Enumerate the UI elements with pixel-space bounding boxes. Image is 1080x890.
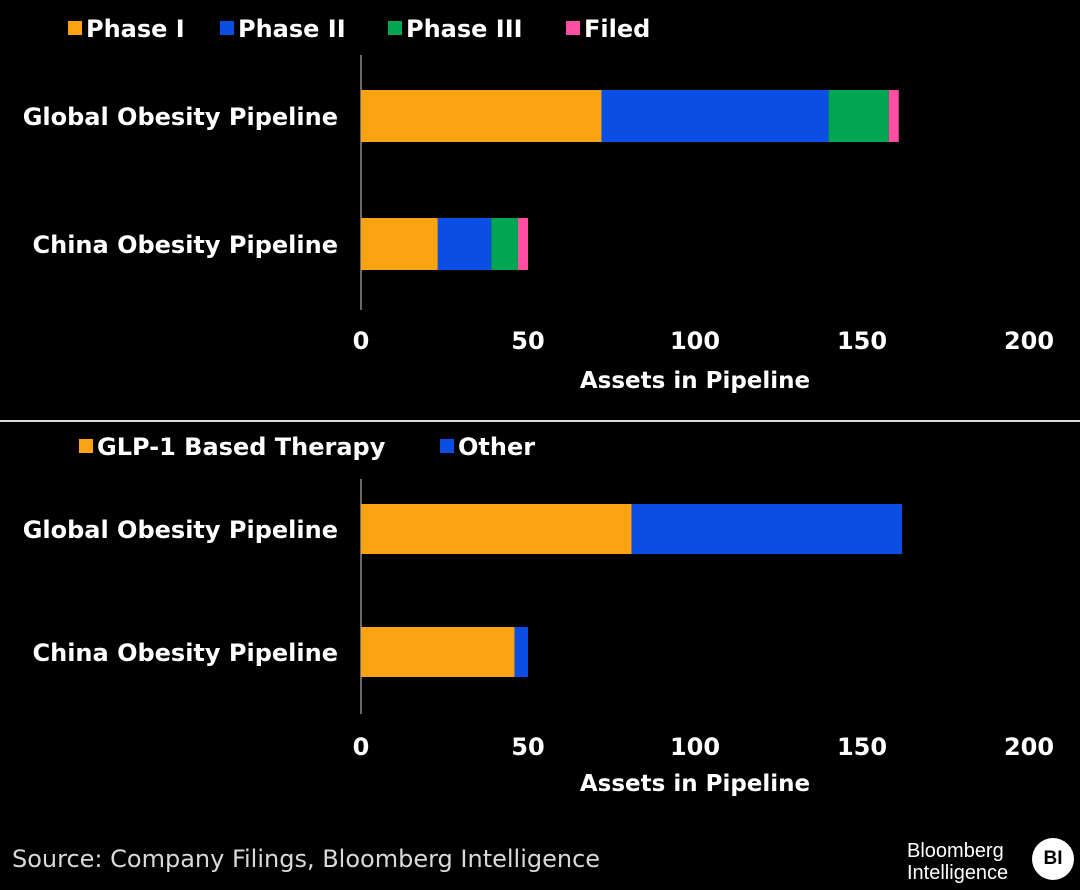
x-tick-label: 0 [353,733,370,761]
x-tick-label: 100 [670,733,720,761]
bar-phase-i-china-obesity-pipeline [361,218,438,270]
x-tick-label: 200 [1004,327,1054,355]
legend-label: Phase I [86,15,185,43]
legend-swatch [68,21,82,35]
bar-glp-1-based-therapy-china-obesity-pipeline [361,627,515,677]
bar-filed-global-obesity-pipeline [888,90,899,142]
legend-swatch [220,21,234,35]
legend-item-phase-iii: Phase III [388,15,523,43]
panel-divider [0,420,1080,422]
legend-swatch [566,21,580,35]
phase-chart: Phase I Phase II Phase III Filed Global Obes… [23,15,1054,394]
x-tick-label: 50 [511,733,544,761]
bloomberg-intelligence-logo: Bloomberg Intelligence BI [907,838,1077,886]
bar-other-global-obesity-pipeline [631,504,903,554]
legend-label: Other [458,433,535,461]
bar-phase-iii-china-obesity-pipeline [491,218,518,270]
legend-label: Phase III [406,15,523,43]
category-label: China Obesity Pipeline [33,231,339,259]
legend-swatch [440,439,454,453]
x-axis-title: Assets in Pipeline [580,771,810,797]
legend-item-filed: Filed [566,15,650,43]
legend-item-phase-ii: Phase II [220,15,346,43]
category-label: Global Obesity Pipeline [23,516,338,544]
legend-label: GLP-1 Based Therapy [97,433,386,461]
legend-swatch [388,21,402,35]
x-tick-label: 0 [353,327,370,355]
legend-label: Filed [584,15,650,43]
bar-filed-china-obesity-pipeline [517,218,528,270]
legend-swatch [79,439,93,453]
bar-phase-iii-global-obesity-pipeline [828,90,889,142]
brand-line-1: Bloomberg [907,840,1004,862]
legend-item-glp-1-based-therapy: GLP-1 Based Therapy [79,433,386,461]
x-axis-title: Assets in Pipeline [580,368,810,394]
bi-badge-icon: BI [1032,838,1074,880]
therapy-chart-panel: GLP-1 Based Therapy Other Global Obesity P… [0,422,1080,832]
x-tick-label: 100 [670,327,720,355]
x-tick-label: 50 [511,327,544,355]
x-tick-label: 150 [837,733,887,761]
legend-item-other: Other [440,433,535,461]
legend-label: Phase II [238,15,346,43]
therapy-chart: GLP-1 Based Therapy Other Global Obesity P… [23,433,1054,797]
x-tick-label: 150 [837,327,887,355]
bar-phase-ii-china-obesity-pipeline [437,218,492,270]
x-tick-label: 200 [1004,733,1054,761]
legend-item-phase-i: Phase I [68,15,185,43]
category-label: China Obesity Pipeline [33,639,339,667]
source-note: Source: Company Filings, Bloomberg Intel… [12,845,601,873]
category-label: Global Obesity Pipeline [23,103,338,131]
bar-phase-ii-global-obesity-pipeline [601,90,829,142]
bar-other-china-obesity-pipeline [514,627,528,677]
brand-wordmark: Bloomberg Intelligence [907,840,1008,884]
bar-glp-1-based-therapy-global-obesity-pipeline [361,504,632,554]
brand-line-2: Intelligence [907,862,1009,884]
bar-phase-i-global-obesity-pipeline [361,90,602,142]
phase-chart-panel: Phase I Phase II Phase III Filed Global Obes… [0,0,1080,420]
